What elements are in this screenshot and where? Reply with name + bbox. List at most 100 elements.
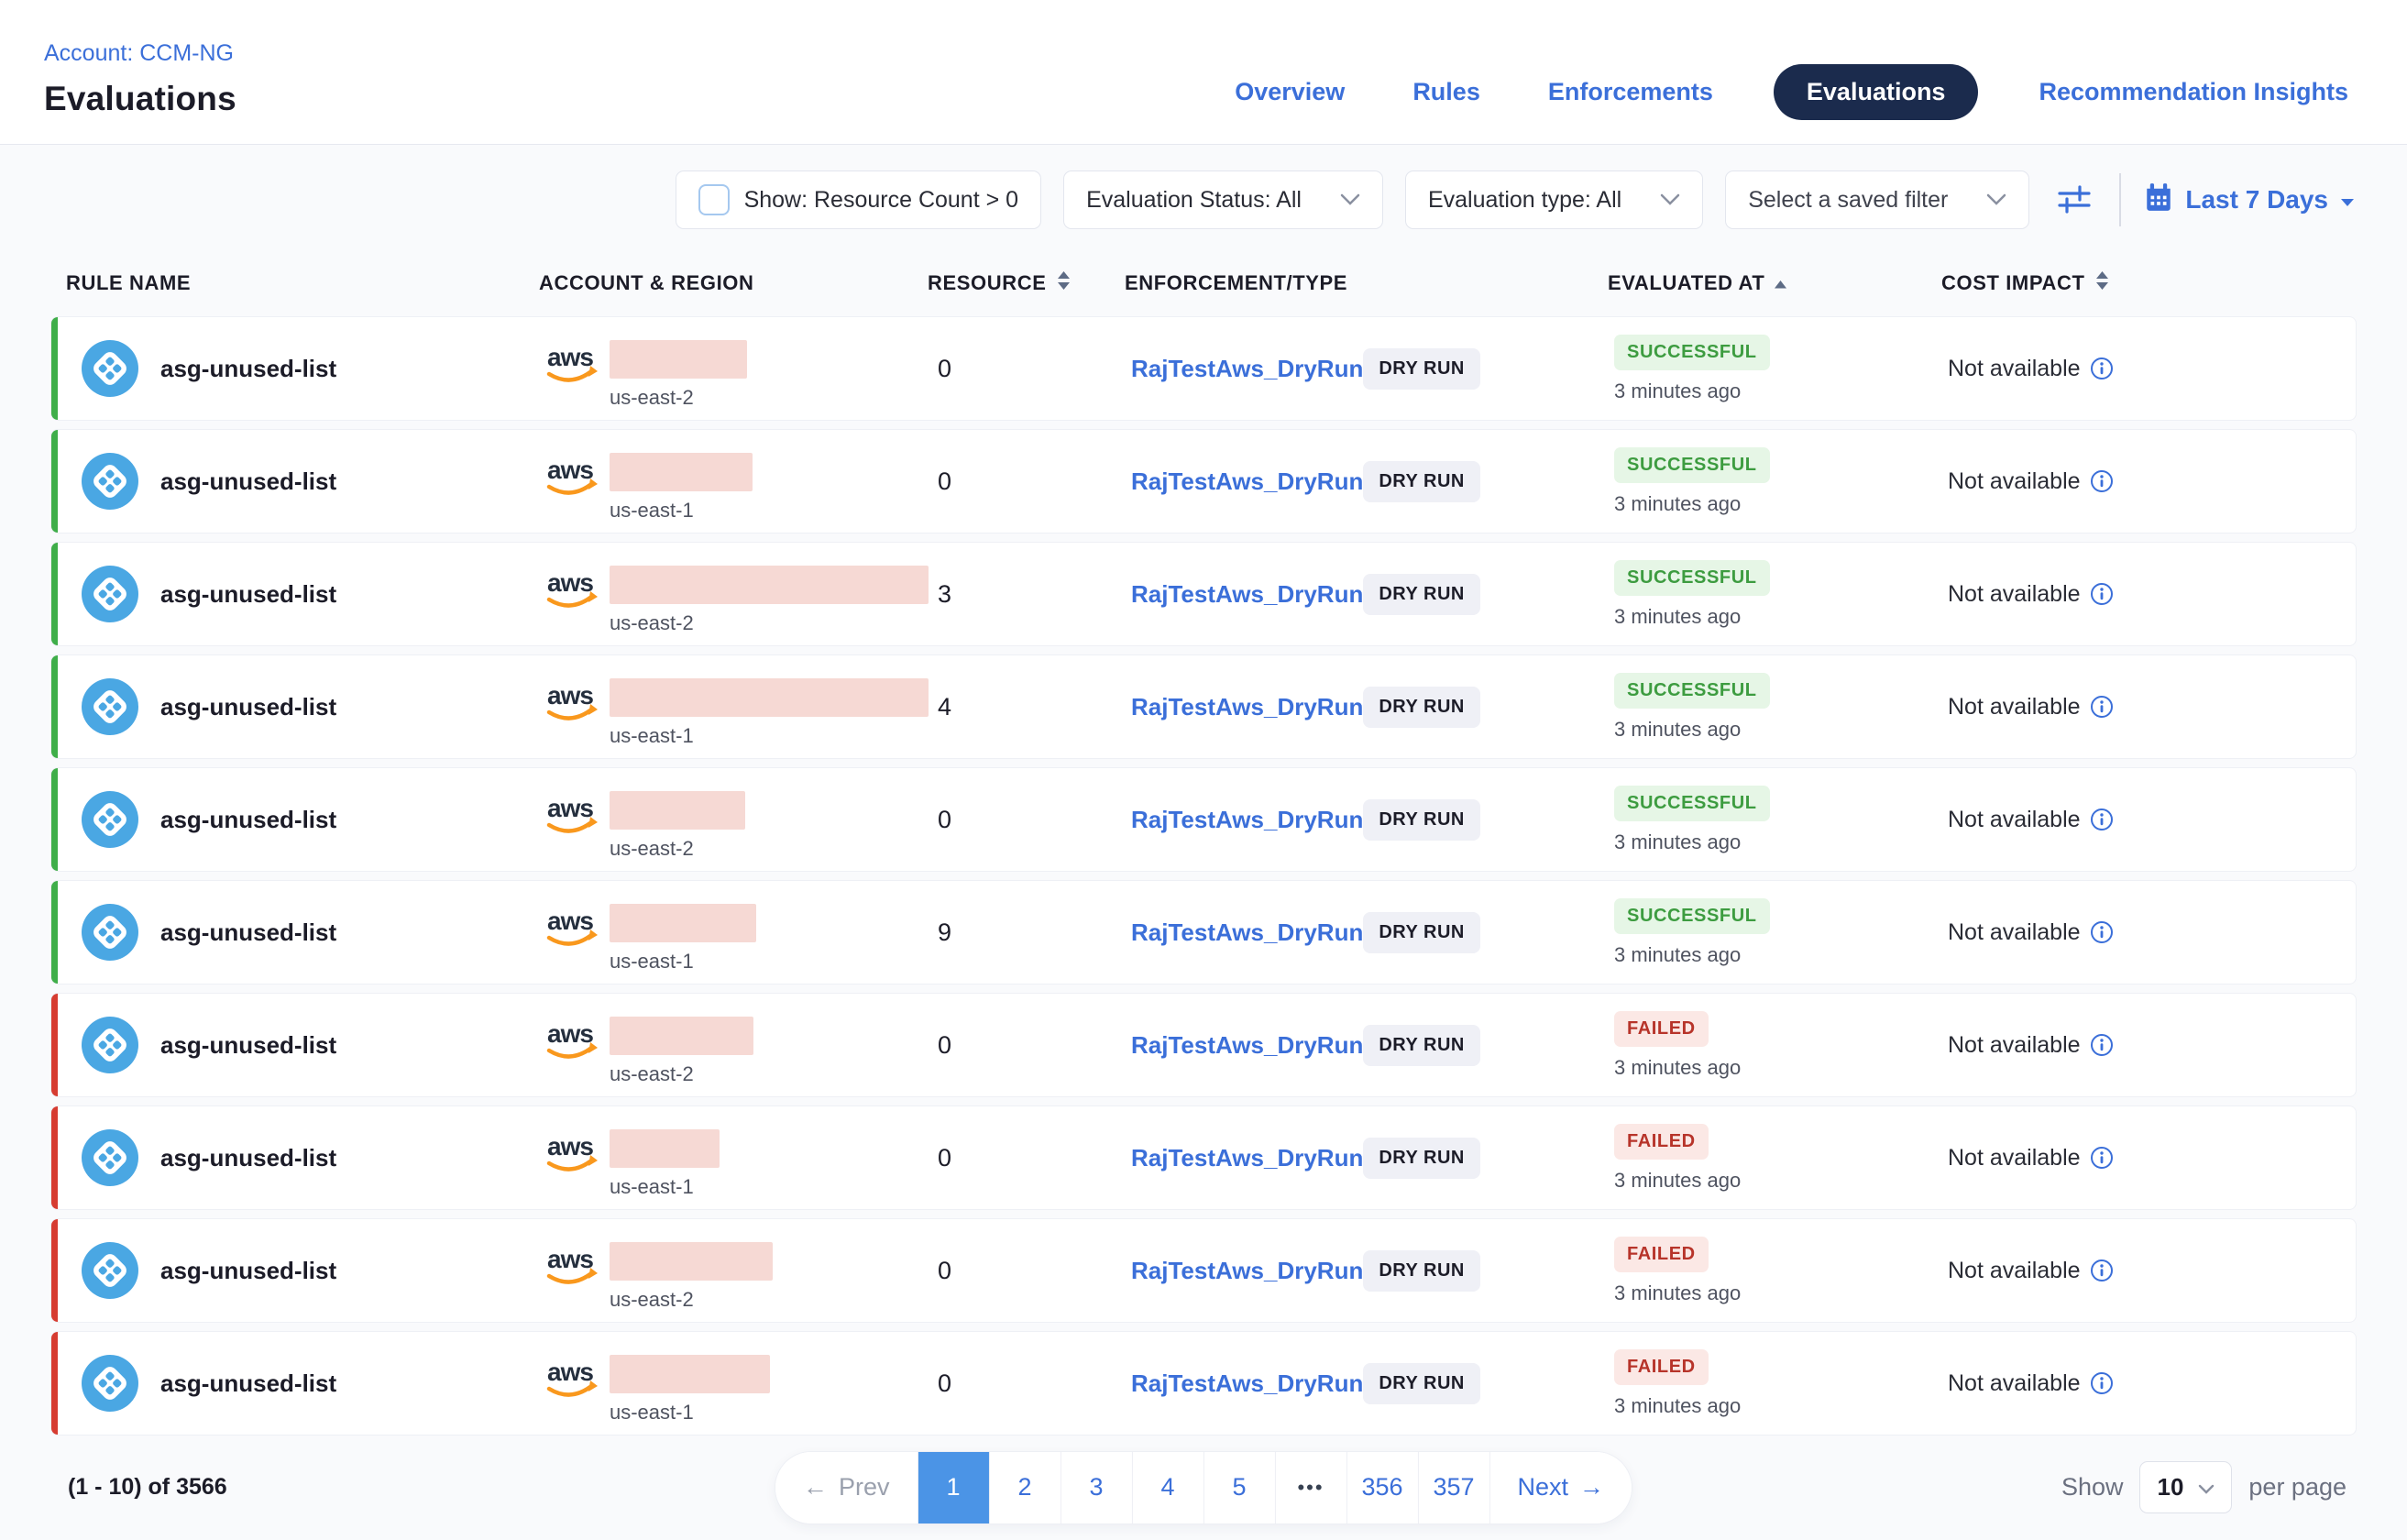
page-button-3[interactable]: 3 [1061, 1451, 1133, 1524]
table-row[interactable]: asg-unused-list aws us-east-1 0 RajTestA… [51, 430, 2356, 533]
info-icon[interactable] [2090, 357, 2114, 380]
calendar-icon [2143, 182, 2174, 219]
filter-settings-button[interactable] [2051, 179, 2097, 222]
enforcement-link[interactable]: RajTestAws_DryRun [1131, 1256, 1364, 1284]
resource-count: 0 [938, 1369, 952, 1397]
table-row[interactable]: asg-unused-list aws us-east-2 0 RajTestA… [51, 1219, 2356, 1322]
rule-name: asg-unused-list [160, 918, 337, 946]
rule-name: asg-unused-list [160, 805, 337, 833]
info-icon[interactable] [2090, 920, 2114, 944]
info-icon[interactable] [2090, 695, 2114, 719]
resource-count-checkbox[interactable] [698, 184, 730, 215]
evaluation-status-select[interactable]: Evaluation Status: All [1063, 170, 1383, 229]
cost-impact-value: Not available [1948, 1144, 2081, 1171]
column-header-evaluated-at[interactable]: EVALUATED AT [1608, 271, 1941, 295]
rule-icon [82, 1355, 138, 1412]
info-icon[interactable] [2090, 1259, 2114, 1282]
run-type-badge: DRY RUN [1363, 686, 1480, 728]
table-row[interactable]: asg-unused-list aws us-east-2 0 RajTestA… [51, 768, 2356, 871]
enforcement-link[interactable]: RajTestAws_DryRun [1131, 918, 1364, 946]
enforcement-link[interactable]: RajTestAws_DryRun [1131, 354, 1364, 382]
info-icon[interactable] [2090, 808, 2114, 831]
tab-enforcements[interactable]: Enforcements [1547, 78, 1713, 105]
aws-logo-icon: aws [545, 1358, 600, 1401]
page-button-356[interactable]: 356 [1346, 1451, 1419, 1524]
table-header-row: RULE NAME ACCOUNT & REGION RESOURCE ENFO… [51, 253, 2356, 317]
rule-icon [82, 340, 138, 397]
resource-count-filter[interactable]: Show: Resource Count > 0 [675, 170, 1042, 229]
page-button-1[interactable]: 1 [918, 1451, 990, 1524]
run-type-badge: DRY RUN [1363, 1024, 1480, 1066]
info-icon[interactable] [2090, 1146, 2114, 1170]
date-range-picker[interactable]: Last 7 Days [2143, 182, 2356, 219]
rule-icon [82, 791, 138, 848]
rule-icon [82, 566, 138, 622]
rule-name: asg-unused-list [160, 1369, 337, 1397]
top-nav: Overview Rules Enforcements Evaluations Reco… [1227, 64, 2356, 120]
info-icon[interactable] [2090, 1033, 2114, 1057]
enforcement-link[interactable]: RajTestAws_DryRun [1131, 1369, 1364, 1397]
table-row[interactable]: asg-unused-list aws us-east-1 9 RajTestA… [51, 881, 2356, 984]
evaluation-type-select[interactable]: Evaluation type: All [1404, 170, 1704, 229]
status-badge: FAILED [1614, 1123, 1709, 1160]
page-button-5[interactable]: 5 [1204, 1451, 1276, 1524]
table-row[interactable]: asg-unused-list aws us-east-2 0 RajTestA… [51, 317, 2356, 420]
pagination-bar: (1 - 10) of 3566 ← Prev 1 2 3 4 5 ••• 356 357 Next… [51, 1445, 2356, 1524]
svg-text:aws: aws [547, 1020, 593, 1048]
enforcement-link[interactable]: RajTestAws_DryRun [1131, 1030, 1364, 1059]
cost-impact-value: Not available [1948, 355, 2081, 381]
column-header-rule-name: RULE NAME [66, 271, 192, 294]
status-badge: FAILED [1614, 1236, 1709, 1272]
column-header-cost-impact[interactable]: COST IMPACT [1941, 270, 2356, 297]
resource-count: 0 [938, 467, 952, 495]
tab-recommendation-insights[interactable]: Recommendation Insights [2039, 78, 2348, 105]
resource-count: 4 [938, 692, 952, 720]
enforcement-link[interactable]: RajTestAws_DryRun [1131, 579, 1364, 608]
aws-logo-icon: aws [545, 1246, 600, 1288]
run-type-badge: DRY RUN [1363, 1137, 1480, 1179]
table-row[interactable]: asg-unused-list aws us-east-1 4 RajTestA… [51, 655, 2356, 758]
info-icon[interactable] [2090, 582, 2114, 606]
saved-filter-select[interactable]: Select a saved filter [1725, 170, 2030, 229]
chevron-down-icon [1986, 193, 2006, 206]
prev-arrow-icon: ← [802, 1473, 828, 1501]
page-button-2[interactable]: 2 [989, 1451, 1061, 1524]
info-icon[interactable] [2090, 1371, 2114, 1395]
info-icon[interactable] [2090, 469, 2114, 493]
prev-page-button[interactable]: ← Prev [775, 1451, 918, 1524]
table-row[interactable]: asg-unused-list aws us-east-2 0 RajTestA… [51, 994, 2356, 1096]
enforcement-link[interactable]: RajTestAws_DryRun [1131, 1143, 1364, 1172]
tab-rules[interactable]: Rules [1412, 78, 1480, 105]
account-name-redacted [610, 1129, 720, 1168]
sort-icon [1056, 270, 1072, 297]
tab-evaluations[interactable]: Evaluations [1773, 64, 1979, 120]
account-name-redacted [610, 1355, 770, 1393]
status-badge: SUCCESSFUL [1614, 785, 1770, 821]
page-button-357[interactable]: 357 [1418, 1451, 1490, 1524]
account-name-redacted [610, 340, 747, 379]
enforcement-link[interactable]: RajTestAws_DryRun [1131, 805, 1364, 833]
rule-name: asg-unused-list [160, 692, 337, 720]
region-label: us-east-2 [610, 386, 694, 409]
account-name-redacted [610, 566, 929, 604]
tab-overview[interactable]: Overview [1235, 78, 1346, 105]
page-size-select[interactable]: 10 [2139, 1461, 2233, 1513]
column-header-resource[interactable]: RESOURCE [928, 270, 1125, 297]
enforcement-link[interactable]: RajTestAws_DryRun [1131, 692, 1364, 720]
table-row[interactable]: asg-unused-list aws us-east-1 0 RajTestA… [51, 1106, 2356, 1209]
enforcement-link[interactable]: RajTestAws_DryRun [1131, 467, 1364, 495]
title-block: Account: CCM-NG Evaluations [44, 40, 236, 118]
status-badge: SUCCESSFUL [1614, 446, 1770, 483]
caret-down-icon [2339, 185, 2356, 214]
page-button-4[interactable]: 4 [1132, 1451, 1204, 1524]
next-arrow-icon: → [1579, 1473, 1605, 1501]
account-breadcrumb[interactable]: Account: CCM-NG [44, 40, 234, 66]
toolbar-divider [2119, 173, 2122, 226]
table-row[interactable]: asg-unused-list aws us-east-2 3 RajTestA… [51, 543, 2356, 645]
evaluation-status-value: Evaluation Status: All [1086, 186, 1302, 213]
evaluated-time: 3 minutes ago [1614, 1168, 1742, 1192]
table-row[interactable]: asg-unused-list aws us-east-1 0 RajTestA… [51, 1332, 2356, 1435]
next-page-button[interactable]: Next → [1489, 1451, 1632, 1524]
rule-icon [82, 1017, 138, 1073]
